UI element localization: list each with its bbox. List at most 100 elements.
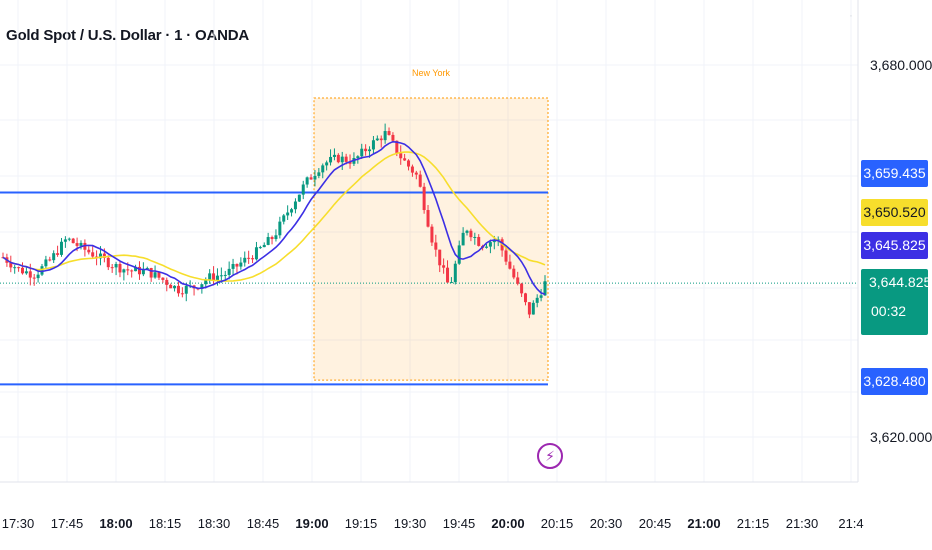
- candle-body: [9, 262, 13, 268]
- candle-body: [157, 272, 161, 278]
- candle-body: [145, 267, 149, 270]
- candle-body: [290, 209, 294, 213]
- candle-body: [512, 268, 516, 278]
- candle-body: [379, 138, 383, 141]
- candle-body: [282, 215, 286, 222]
- candle-body: [251, 258, 255, 260]
- upper-line-price-label: 3,659.435: [861, 160, 928, 187]
- candle-body: [91, 252, 95, 257]
- candle-body: [87, 249, 91, 253]
- ema-line: [2, 151, 546, 282]
- candle-body: [336, 154, 340, 163]
- candle-body: [266, 237, 270, 245]
- candle-body: [79, 242, 83, 246]
- candle-body: [59, 241, 63, 255]
- x-tick-label: 20:00: [491, 516, 524, 531]
- x-tick-label: 20:15: [541, 516, 574, 531]
- candle-body: [364, 148, 368, 152]
- candle-body: [274, 235, 278, 240]
- lower-line-price-label: 3,628.480: [861, 368, 928, 395]
- candle-body: [223, 274, 227, 276]
- candle-body: [32, 277, 36, 279]
- candle-body: [516, 277, 520, 284]
- candle-body: [13, 267, 17, 269]
- x-tick-label: 19:45: [443, 516, 476, 531]
- candle-body: [410, 166, 414, 173]
- candle-body: [508, 261, 512, 269]
- candle-body: [329, 156, 333, 163]
- candle-body: [215, 275, 219, 281]
- candle-body: [332, 154, 336, 157]
- candle-body: [180, 293, 184, 295]
- candle-body: [24, 271, 28, 274]
- candle-body: [231, 263, 235, 269]
- candle-body: [453, 263, 457, 283]
- candle-body: [134, 266, 138, 272]
- candle-body: [442, 265, 446, 268]
- candle-body: [247, 257, 251, 259]
- candle-body: [200, 284, 204, 289]
- candle-body: [293, 201, 297, 210]
- candle-body: [28, 271, 32, 278]
- x-tick-label: 18:45: [247, 516, 280, 531]
- sma-price-label: 3,645.825: [861, 232, 928, 259]
- candle-body: [414, 172, 418, 175]
- candle-body: [524, 293, 528, 303]
- current-price-value: 3,644.825: [869, 274, 932, 290]
- candle-body: [527, 302, 531, 315]
- candle-body: [469, 230, 473, 238]
- candle-body: [348, 161, 352, 164]
- candle-body: [301, 184, 305, 195]
- candle-body: [258, 247, 262, 249]
- candle-body: [492, 240, 496, 243]
- candle-body: [243, 257, 247, 263]
- candle-body: [520, 283, 524, 294]
- candle-body: [360, 148, 364, 157]
- candle-body: [485, 246, 489, 248]
- x-tick-label: 17:45: [51, 516, 84, 531]
- candle-body: [48, 259, 52, 261]
- candle-body: [153, 272, 157, 278]
- candle-body: [114, 263, 118, 268]
- candle-body: [465, 230, 469, 233]
- lightning-icon[interactable]: ⚡: [537, 443, 563, 469]
- x-tick-label: 21:30: [786, 516, 819, 531]
- x-tick-label: 19:00: [295, 516, 328, 531]
- candle-body: [75, 243, 79, 246]
- candle-body: [137, 266, 141, 275]
- candle-body: [227, 268, 231, 275]
- y-tick-label: 3,620.000: [870, 429, 932, 445]
- candle-body: [118, 263, 122, 273]
- current-price-label: 3,644.825 00:32: [861, 269, 932, 335]
- candle-body: [356, 156, 360, 158]
- candle-body: [391, 134, 395, 141]
- candle-body: [305, 177, 309, 185]
- sma-line: [2, 140, 546, 296]
- candle-body: [387, 131, 391, 135]
- candle-body: [504, 250, 508, 262]
- candle-body: [106, 257, 110, 268]
- candle-body: [531, 302, 535, 315]
- candle-body: [488, 242, 492, 247]
- candle-body: [98, 253, 102, 259]
- candle-body: [309, 177, 313, 180]
- candle-body: [20, 267, 24, 274]
- candle-body: [110, 267, 114, 269]
- x-tick-label: 18:15: [149, 516, 182, 531]
- x-tick-label: 19:15: [345, 516, 378, 531]
- candle-body: [434, 242, 438, 250]
- y-tick-label: 3,680.000: [870, 57, 932, 73]
- candle-body: [286, 212, 290, 216]
- candle-body: [325, 162, 329, 166]
- candle-body: [446, 267, 450, 283]
- candle-body: [368, 149, 372, 152]
- candle-body: [449, 282, 453, 284]
- x-tick-label: 21:15: [737, 516, 770, 531]
- x-tick-label: 20:45: [639, 516, 672, 531]
- candle-body: [340, 156, 344, 163]
- candle-body: [344, 156, 348, 162]
- x-tick-label: 18:30: [198, 516, 231, 531]
- candle-body: [321, 165, 325, 173]
- candle-body: [239, 262, 243, 267]
